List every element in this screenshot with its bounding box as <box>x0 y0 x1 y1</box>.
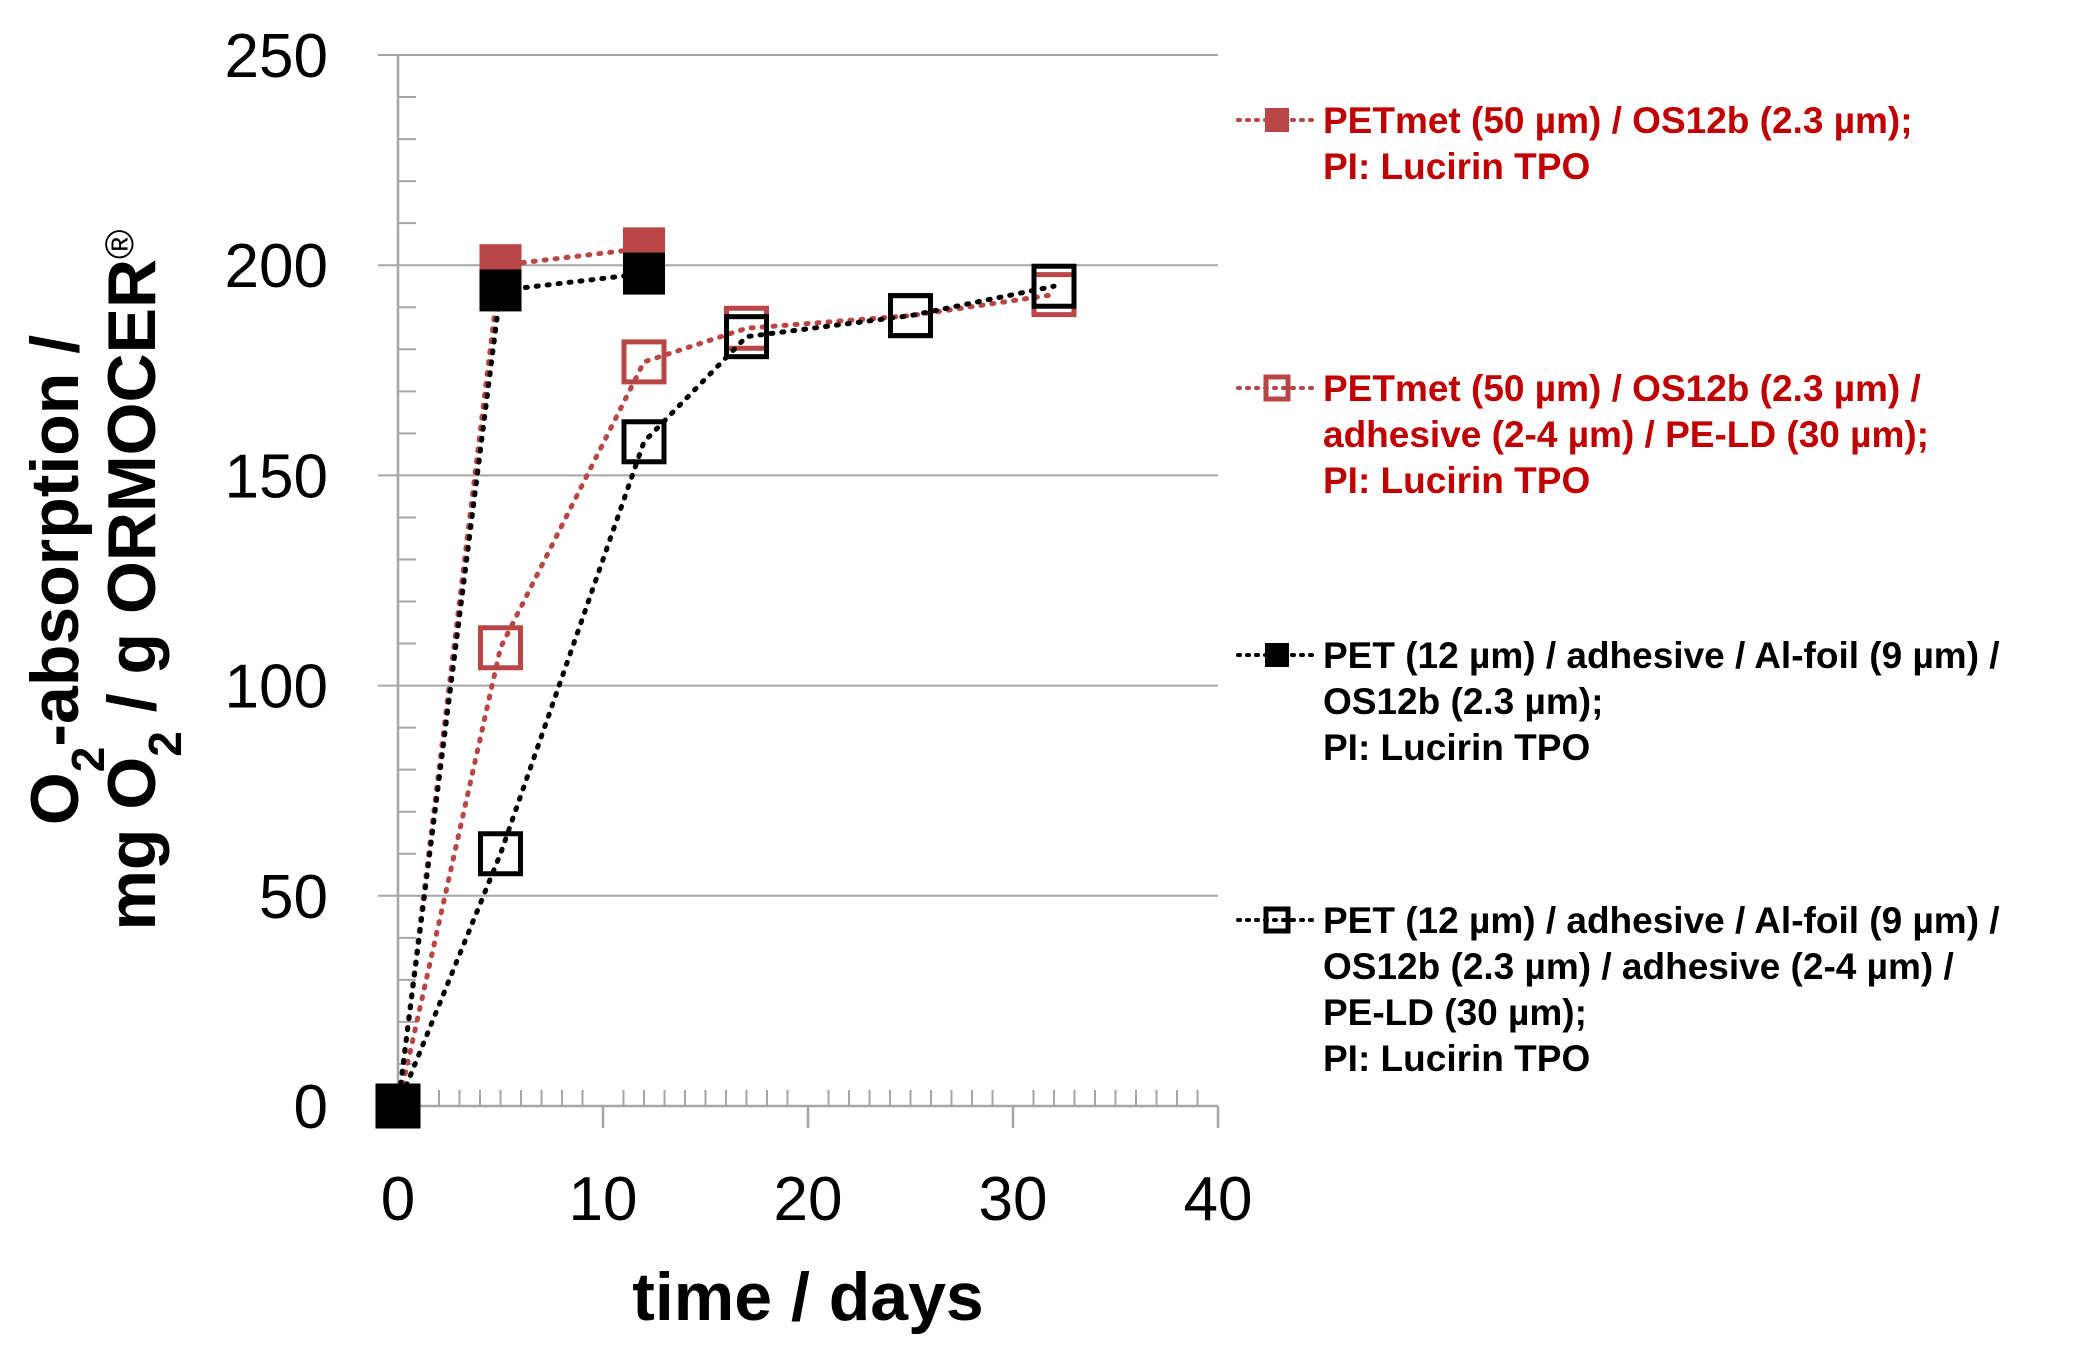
legend-label-1-line1: adhesive (2-4 µm) / PE-LD (30 µm); <box>1323 414 1929 455</box>
legend-label-1-line2: PI: Lucirin TPO <box>1323 460 1590 501</box>
series-layer <box>375 227 1077 1129</box>
legend-entry-3: PET (12 µm) / adhesive / Al-foil (9 µm) … <box>1236 900 2000 1079</box>
legend-label-3-line2: PE-LD (30 µm); <box>1323 992 1587 1033</box>
series-line-0 <box>395 245 647 1109</box>
series-line-1 <box>395 292 1057 1109</box>
data-point-s3-p2 <box>621 419 667 465</box>
legend-marker-0 <box>1265 108 1289 132</box>
data-point-s1-p2 <box>621 339 667 385</box>
y-axis-title-line1: O2-absorption / <box>17 335 114 825</box>
x-tick-label-30: 30 <box>979 1165 1048 1234</box>
legend-label-2-line1: OS12b (2.3 µm); <box>1323 681 1603 722</box>
legend-label-3-line0: PET (12 µm) / adhesive / Al-foil (9 µm) … <box>1323 900 2000 941</box>
legend-marker-2 <box>1265 643 1289 667</box>
x-tick-label-0: 0 <box>381 1165 415 1234</box>
data-point-s1-p1 <box>478 625 523 671</box>
data-point-s2-p0 <box>377 1085 419 1127</box>
x-axis-title: time / days <box>632 1259 984 1335</box>
grid <box>378 54 1218 897</box>
data-point-s2-p1 <box>479 269 522 312</box>
legend-label-3-line1: OS12b (2.3 µm) / adhesive (2-4 µm) / <box>1323 946 1954 987</box>
legend-entry-2: PET (12 µm) / adhesive / Al-foil (9 µm) … <box>1236 635 2000 768</box>
y-tick-label-0: 0 <box>294 1073 328 1142</box>
y-tick-label-50: 50 <box>259 863 328 932</box>
legend-label-2-line0: PET (12 µm) / adhesive / Al-foil (9 µm) … <box>1323 635 2000 676</box>
y-tick-label-100: 100 <box>225 653 328 722</box>
data-point-s3-p1 <box>478 831 523 877</box>
legend-label-2-line2: PI: Lucirin TPO <box>1323 727 1590 768</box>
x-tick-label-20: 20 <box>774 1165 843 1234</box>
series-line-3 <box>395 283 1057 1109</box>
series-line-2 <box>395 271 647 1109</box>
y-axis-title-line2: mg O2 / g ORMOCER® <box>94 229 191 930</box>
legend-marker-3 <box>1263 906 1291 934</box>
legend-entry-0: PETmet (50 µm) / OS12b (2.3 µm); PI: Luci… <box>1236 100 1913 187</box>
legend-marker-1 <box>1263 374 1291 402</box>
data-point-s3-p4 <box>888 293 933 339</box>
axes: 0 50 100 150 200 250 0 10 20 30 40 time / days O2-ab… <box>17 22 1252 1335</box>
legend-label-3-line3: PI: Lucirin TPO <box>1323 1038 1590 1079</box>
series-0 <box>377 227 665 1127</box>
legend-entry-1: PETmet (50 µm) / OS12b (2.3 µm) / adhesiv… <box>1236 368 1929 501</box>
y-tick-label-250: 250 <box>225 22 328 91</box>
data-point-s3-p3 <box>724 314 769 360</box>
series-1 <box>375 272 1077 1129</box>
data-point-s3-p5 <box>1031 263 1077 309</box>
legend-label-0-line0: PETmet (50 µm) / OS12b (2.3 µm); <box>1323 100 1913 141</box>
legend: PETmet (50 µm) / OS12b (2.3 µm); PI: Luci… <box>1236 100 2000 1079</box>
legend-label-0-line1: PI: Lucirin TPO <box>1323 146 1590 187</box>
series-2 <box>377 252 665 1127</box>
data-point-s2-p2 <box>623 252 665 295</box>
legend-label-1-line0: PETmet (50 µm) / OS12b (2.3 µm) / <box>1323 368 1921 409</box>
x-tick-label-40: 40 <box>1184 1165 1253 1234</box>
x-tick-label-10: 10 <box>569 1165 638 1234</box>
y-tick-label-200: 200 <box>225 232 328 301</box>
y-tick-label-150: 150 <box>225 442 328 511</box>
